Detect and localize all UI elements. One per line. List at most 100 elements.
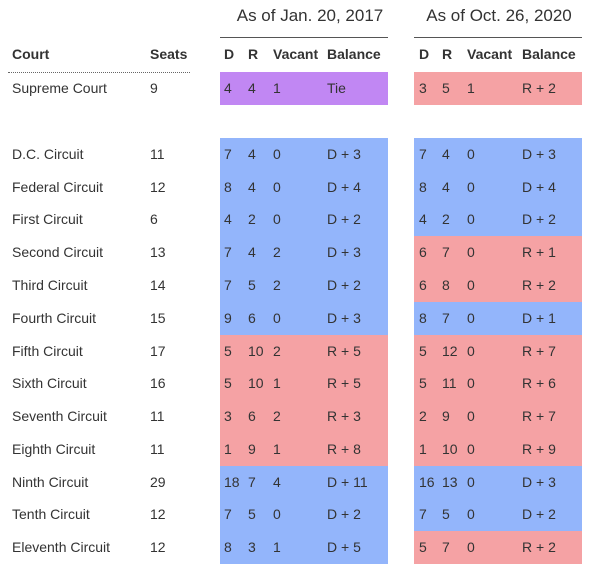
seats-count: 11	[150, 146, 165, 162]
vacant-count-2020: 0	[467, 146, 475, 162]
seats-count: 11	[150, 408, 165, 424]
r-count-2020: 4	[442, 146, 450, 162]
table-row: Ninth Circuit 29 18 7 4 D + 11 16 13 0 D + 3	[0, 466, 600, 499]
seats-count: 17	[150, 343, 166, 359]
r-count-2017: 4	[248, 179, 256, 195]
group-rule-2017	[220, 37, 388, 38]
balance-shading-2020	[414, 367, 582, 400]
r-count-2017: 10	[248, 375, 264, 391]
d-count-2017: 5	[224, 375, 232, 391]
balance-value-2020: R + 2	[522, 80, 556, 96]
balance-shading-2020	[414, 498, 582, 531]
vacant-count-2020: 0	[467, 211, 475, 227]
header-d-2017: D	[224, 46, 235, 62]
table-row: Supreme Court 9 4 4 1 Tie 3 5 1 R + 2	[0, 72, 600, 105]
balance-value-2020: R + 6	[522, 375, 556, 391]
d-count-2020: 7	[419, 146, 427, 162]
court-name: Federal Circuit	[12, 179, 104, 195]
header-vacant-2017: Vacant	[273, 46, 319, 62]
court-name: Sixth Circuit	[12, 375, 87, 391]
d-count-2020: 7	[419, 506, 427, 522]
seats-count: 13	[150, 244, 166, 260]
header-balance-2017: Balance	[327, 46, 381, 62]
balance-shading-2017	[220, 367, 388, 400]
vacant-count-2017: 2	[273, 408, 281, 424]
court-name: Supreme Court	[12, 80, 107, 96]
vacant-count-2020: 0	[467, 310, 475, 326]
r-count-2020: 13	[442, 474, 458, 490]
r-count-2017: 2	[248, 211, 256, 227]
r-count-2020: 4	[442, 179, 450, 195]
vacant-count-2017: 0	[273, 310, 281, 326]
table-row: Eighth Circuit 11 1 9 1 R + 8 1 10 0 R + 9	[0, 433, 600, 466]
balance-value-2017: Tie	[327, 80, 346, 96]
d-count-2020: 16	[419, 474, 435, 490]
r-count-2017: 9	[248, 441, 256, 457]
court-name: Eighth Circuit	[12, 441, 96, 457]
r-count-2020: 12	[442, 343, 458, 359]
balance-shading-2017	[220, 269, 388, 302]
balance-shading-2020	[414, 466, 582, 499]
balance-shading-2020	[414, 269, 582, 302]
header-d-2020: D	[419, 46, 430, 62]
header-vacant-2020: Vacant	[467, 46, 513, 62]
r-count-2020: 2	[442, 211, 450, 227]
d-count-2020: 6	[419, 277, 427, 293]
r-count-2020: 11	[442, 375, 457, 391]
d-count-2017: 8	[224, 179, 232, 195]
vacant-count-2020: 0	[467, 506, 475, 522]
r-count-2020: 9	[442, 408, 450, 424]
r-count-2020: 5	[442, 80, 450, 96]
header-seats: Seats	[150, 46, 188, 62]
court-name: Fifth Circuit	[12, 343, 83, 359]
r-count-2020: 5	[442, 506, 450, 522]
balance-shading-2020	[414, 302, 582, 335]
d-count-2017: 8	[224, 539, 232, 555]
r-count-2017: 10	[248, 343, 264, 359]
vacant-count-2017: 0	[273, 211, 281, 227]
balance-value-2020: R + 7	[522, 408, 556, 424]
header-court: Court	[12, 46, 50, 62]
balance-shading-2017	[220, 72, 388, 105]
vacant-count-2017: 1	[273, 441, 281, 457]
seats-count: 16	[150, 375, 166, 391]
balance-value-2017: R + 8	[327, 441, 361, 457]
court-name: Second Circuit	[12, 244, 104, 260]
balance-shading-2017	[220, 400, 388, 433]
balance-value-2017: R + 5	[327, 343, 361, 359]
d-count-2020: 4	[419, 211, 427, 227]
balance-shading-2017	[220, 171, 388, 204]
d-count-2017: 18	[224, 474, 240, 490]
header-divider	[8, 72, 190, 73]
court-name: Ninth Circuit	[12, 474, 89, 490]
d-count-2017: 4	[224, 80, 232, 96]
balance-shading-2017	[220, 335, 388, 368]
vacant-count-2020: 0	[467, 474, 475, 490]
table-row: Sixth Circuit 16 5 10 1 R + 5 5 11 0 R + 6	[0, 367, 600, 400]
vacant-count-2017: 0	[273, 146, 281, 162]
balance-shading-2017	[220, 433, 388, 466]
balance-value-2020: D + 4	[522, 179, 556, 195]
vacant-count-2020: 0	[467, 441, 475, 457]
vacant-count-2020: 0	[467, 375, 475, 391]
balance-value-2020: D + 1	[522, 310, 556, 326]
r-count-2017: 4	[248, 244, 256, 260]
balance-shading-2017	[220, 302, 388, 335]
vacant-count-2020: 0	[467, 539, 475, 555]
d-count-2017: 7	[224, 277, 232, 293]
balance-value-2017: R + 3	[327, 408, 361, 424]
header-r-2017: R	[248, 46, 259, 62]
d-count-2017: 9	[224, 310, 232, 326]
vacant-count-2017: 0	[273, 179, 281, 195]
vacant-count-2017: 1	[273, 539, 281, 555]
balance-value-2020: R + 1	[522, 244, 556, 260]
vacant-count-2020: 1	[467, 80, 475, 96]
balance-shading-2017	[220, 498, 388, 531]
balance-value-2017: D + 5	[327, 539, 361, 555]
seats-count: 15	[150, 310, 166, 326]
